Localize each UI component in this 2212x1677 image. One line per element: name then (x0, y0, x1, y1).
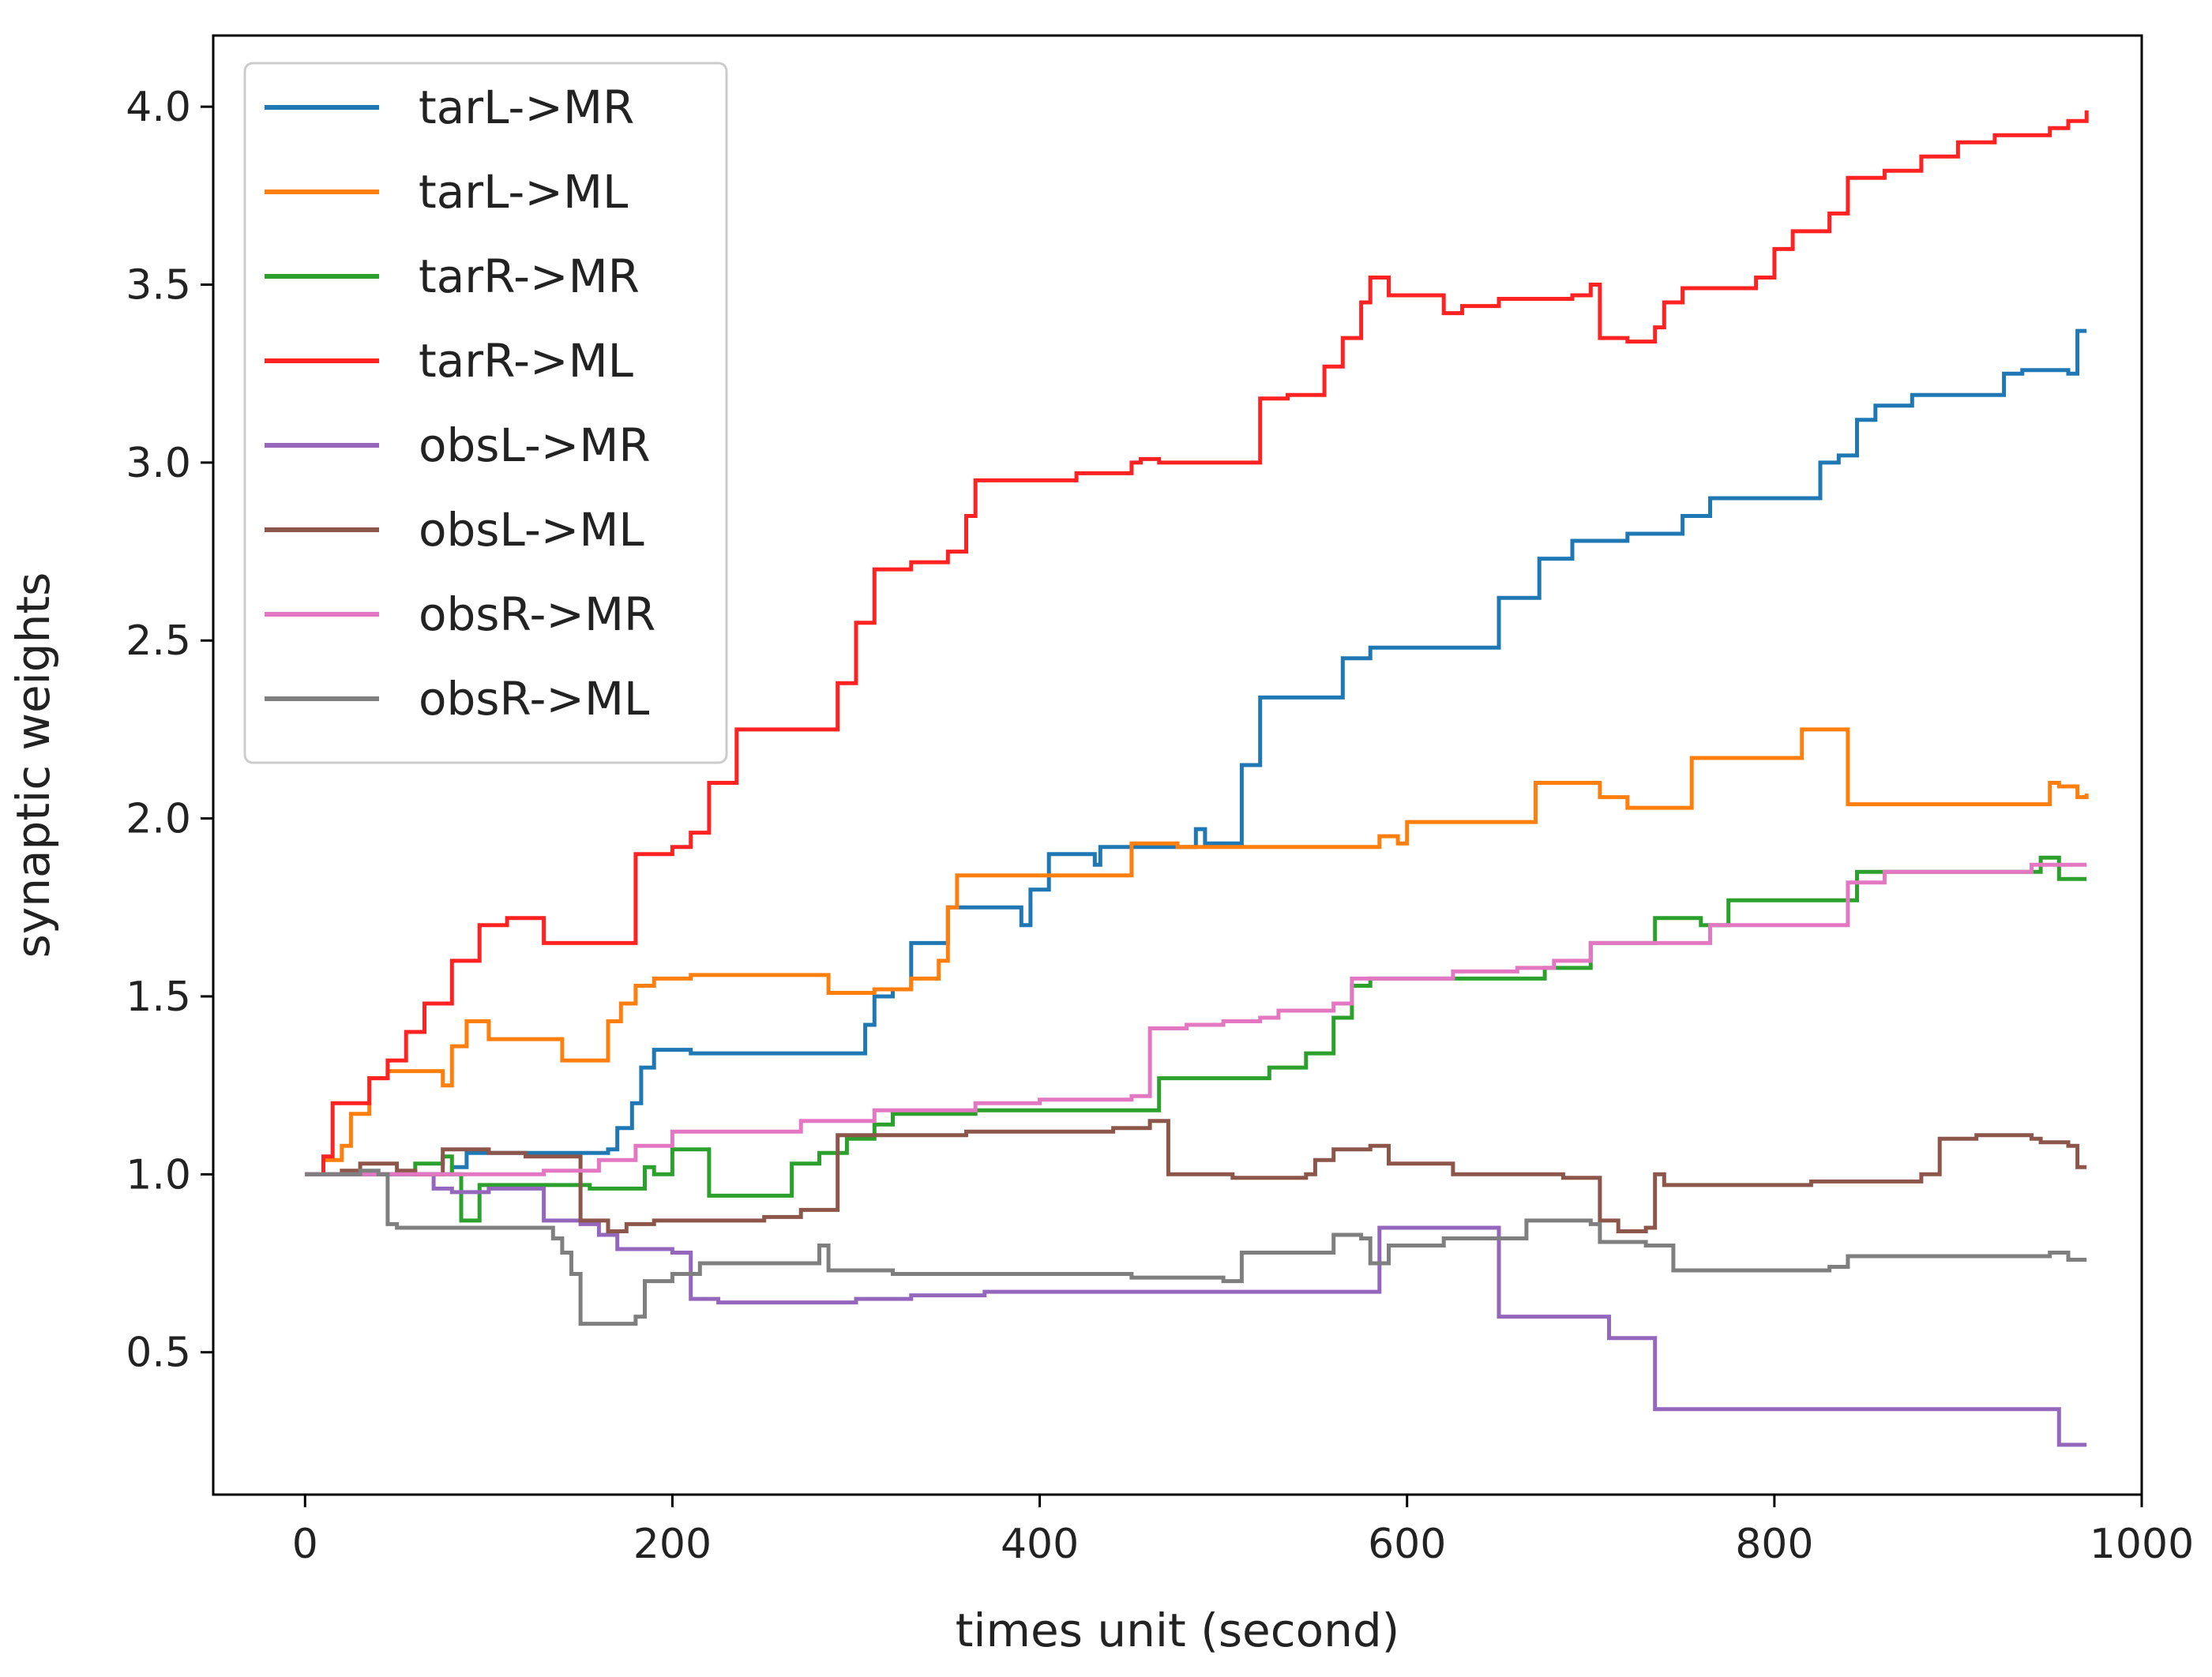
x-tick-label-5: 1000 (2090, 1521, 2194, 1568)
y-tick-label-3: 2.0 (126, 796, 191, 843)
y-tick-label-1: 1.0 (126, 1151, 191, 1199)
legend-label-0: tarL->MR (419, 81, 634, 134)
y-tick-label-5: 3.0 (126, 440, 191, 487)
x-axis-label: times unit (second) (956, 1604, 1400, 1657)
legend-label-5: obsL->ML (419, 503, 644, 557)
y-tick-label-0: 0.5 (126, 1330, 191, 1377)
series-line-6 (305, 862, 2087, 1176)
y-tick-label-4: 2.5 (126, 617, 191, 665)
y-tick-label-7: 4.0 (126, 84, 191, 131)
x-axis: 0 200 400 600 800 1000 (292, 1495, 2194, 1568)
series-line-0 (305, 328, 2087, 1176)
series-line-3 (305, 110, 2089, 1176)
legend-box (243, 62, 728, 764)
y-tick-label-2: 1.5 (126, 974, 191, 1021)
y-tick-label-6: 3.5 (126, 262, 191, 310)
plot-area-frame (212, 34, 2143, 1496)
series-line-5 (305, 1119, 2087, 1233)
x-tick-label-0: 0 (292, 1521, 318, 1568)
legend-label-1: tarL->ML (419, 165, 628, 219)
series-layer (305, 110, 2089, 1447)
legend-label-2: tarR->MR (419, 249, 640, 303)
x-tick-label-2: 400 (1001, 1521, 1079, 1568)
legend-label-4: obsL->MR (419, 418, 651, 472)
legend-label-3: tarR->ML (419, 334, 633, 388)
series-line-4 (305, 1172, 2087, 1447)
y-axis-label: synaptic weights (6, 572, 60, 959)
legend: tarL->MR tarL->ML tarR->MR tarR->ML obsL->MR… (243, 62, 728, 764)
x-tick-label-4: 800 (1735, 1521, 1813, 1568)
series-line-7 (305, 1169, 2087, 1326)
x-tick-label-1: 200 (633, 1521, 712, 1568)
x-tick-label-3: 600 (1368, 1521, 1446, 1568)
y-axis: 0.5 1.0 1.5 2.0 2.5 3.0 3.5 4.0 (126, 84, 213, 1377)
legend-label-6: obsR->MR (419, 587, 655, 641)
legend-label-7: obsR->ML (419, 672, 649, 726)
series-line-1 (305, 727, 2089, 1176)
